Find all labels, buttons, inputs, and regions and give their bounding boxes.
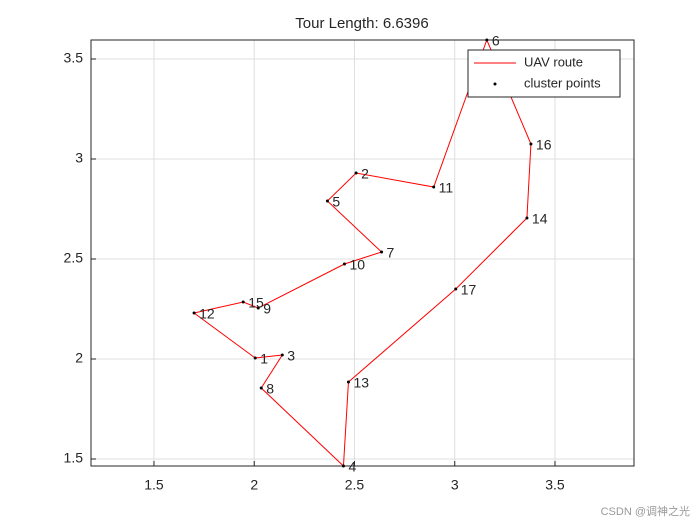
cluster-point xyxy=(432,185,436,189)
cluster-point xyxy=(341,464,345,468)
cluster-point xyxy=(485,38,489,42)
y-tick-label: 1.5 xyxy=(64,450,84,466)
point-label: 17 xyxy=(461,282,477,298)
point-label: 14 xyxy=(532,211,548,227)
point-label: 1 xyxy=(260,351,268,367)
point-label: 12 xyxy=(199,306,215,322)
y-tick-label: 3 xyxy=(75,150,83,166)
watermark: CSDN @调神之光 xyxy=(601,504,690,518)
plot-area xyxy=(91,40,634,466)
cluster-point xyxy=(325,199,329,203)
cluster-point xyxy=(380,250,384,254)
cluster-point xyxy=(525,216,529,220)
point-label: 6 xyxy=(492,33,500,49)
point-label: 16 xyxy=(536,137,552,153)
legend-label: UAV route xyxy=(524,54,583,69)
cluster-point xyxy=(256,306,260,310)
point-label: 11 xyxy=(439,180,454,196)
point-label: 13 xyxy=(353,375,369,391)
legend-swatch xyxy=(493,82,497,86)
point-label: 7 xyxy=(387,245,395,261)
cluster-point xyxy=(529,142,533,146)
cluster-point xyxy=(253,356,257,360)
x-tick-label: 1.5 xyxy=(144,477,164,493)
chart-title: Tour Length: 6.6396 xyxy=(295,15,428,32)
point-label: 9 xyxy=(263,301,271,317)
point-label: 4 xyxy=(348,459,356,475)
axes-box xyxy=(90,39,635,467)
x-tick-label: 3 xyxy=(451,477,459,493)
x-tick-label: 2.5 xyxy=(345,477,365,493)
point-label: 2 xyxy=(361,166,369,182)
point-label: 10 xyxy=(349,257,365,273)
cluster-point xyxy=(192,311,196,315)
point-label: 15 xyxy=(248,295,264,311)
y-tick-label: 3.5 xyxy=(64,50,84,66)
y-tick-label: 2 xyxy=(75,350,83,366)
point-label: 5 xyxy=(332,194,340,210)
x-tick-label: 2 xyxy=(250,477,258,493)
cluster-point xyxy=(454,287,458,291)
legend-label: cluster points xyxy=(524,75,601,90)
point-label: 3 xyxy=(287,348,295,364)
cluster-point xyxy=(342,262,346,266)
legend-box xyxy=(467,49,621,98)
cluster-point xyxy=(280,353,284,357)
y-tick-label: 2.5 xyxy=(64,250,84,266)
point-label: 8 xyxy=(266,381,274,397)
cluster-point xyxy=(259,386,263,390)
cluster-point xyxy=(354,171,358,175)
x-tick-label: 3.5 xyxy=(545,477,565,493)
cluster-point xyxy=(241,300,245,304)
cluster-point xyxy=(346,380,350,384)
